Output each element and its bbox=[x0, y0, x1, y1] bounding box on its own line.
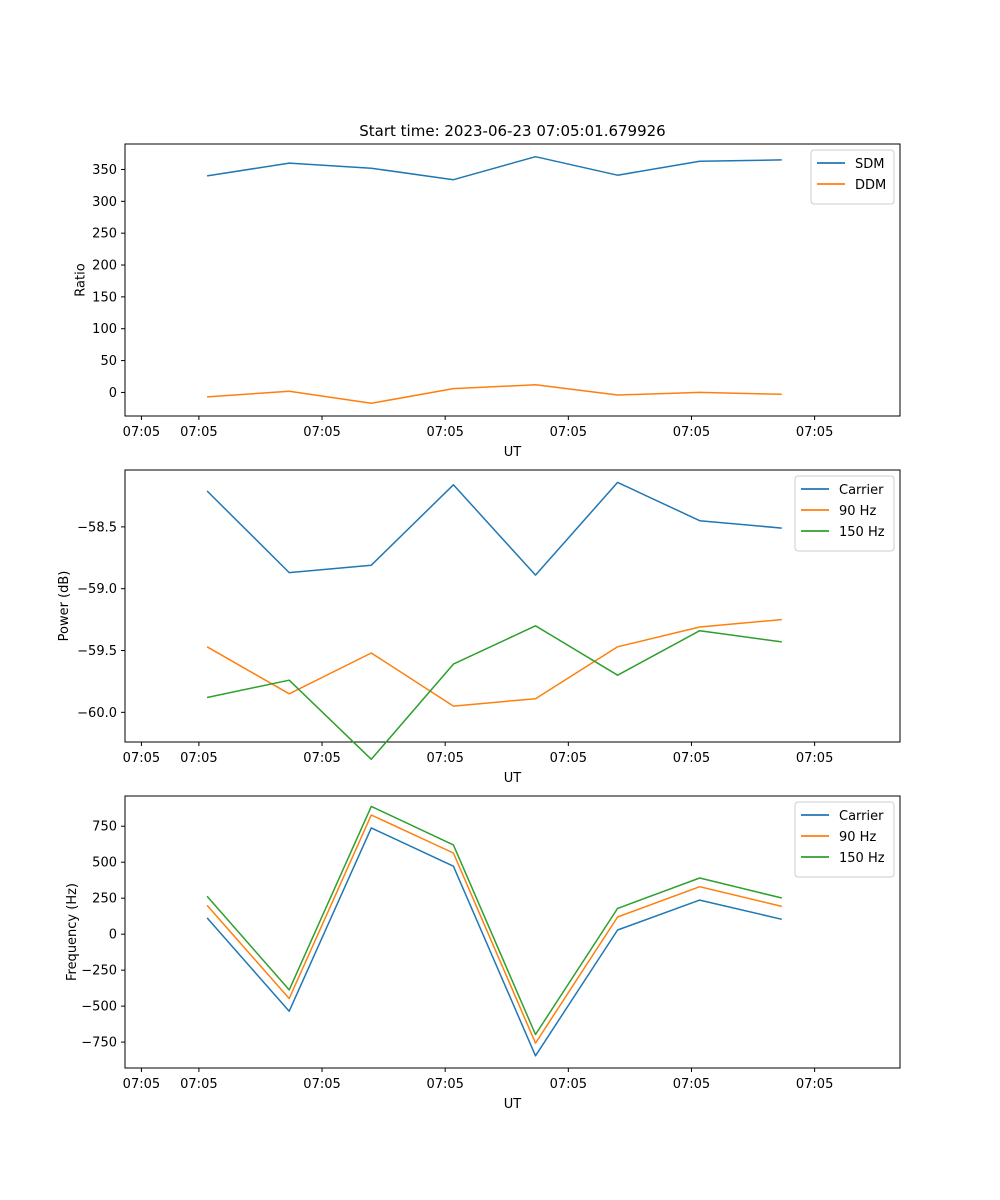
legend-label: SDM bbox=[855, 157, 884, 172]
y-tick-label: 100 bbox=[92, 322, 117, 337]
y-tick-label: 150 bbox=[92, 290, 117, 305]
y-tick-label: 0 bbox=[109, 928, 117, 943]
x-tick-label: 07:05 bbox=[180, 425, 217, 440]
x-tick-label: 07:05 bbox=[673, 751, 710, 766]
y-axis-label: Frequency (Hz) bbox=[65, 883, 80, 981]
series-line-150-hz bbox=[206, 625, 782, 761]
plot-frame bbox=[124, 795, 901, 1069]
series-line-sdm bbox=[206, 155, 782, 181]
x-tick-label: 07:05 bbox=[550, 1077, 587, 1092]
legend-label: 150 Hz bbox=[839, 525, 885, 540]
x-tick-label: 07:05 bbox=[123, 751, 160, 766]
x-tick-label: 07:05 bbox=[426, 425, 463, 440]
legend: Carrier 90 Hz 150 Hz bbox=[794, 475, 895, 552]
legend-box bbox=[794, 801, 895, 878]
legend-label: Carrier bbox=[839, 809, 884, 824]
y-tick-label: −60.0 bbox=[77, 706, 117, 721]
series-line-carrier bbox=[206, 827, 782, 1057]
x-axis-label: UT bbox=[504, 445, 522, 460]
x-tick-label: 07:05 bbox=[796, 1077, 833, 1092]
y-axis-label: Power (dB) bbox=[57, 571, 72, 642]
subplot-2: 07:05 07:05 07:05 07:05 07:05 07:05 07:05 UT −60… bbox=[57, 469, 901, 786]
y-tick-label: −59.0 bbox=[77, 582, 117, 597]
legend-label: Carrier bbox=[839, 483, 884, 498]
y-tick-label: −58.5 bbox=[77, 520, 117, 535]
plot-frame bbox=[124, 469, 901, 743]
y-axis-label: Ratio bbox=[73, 263, 88, 296]
subplot-3: 07:05 07:05 07:05 07:05 07:05 07:05 07:05 UT −75… bbox=[65, 795, 901, 1112]
series-line-90-hz bbox=[206, 814, 782, 1044]
y-tick-label: 750 bbox=[92, 820, 117, 835]
legend-label: 90 Hz bbox=[839, 504, 876, 519]
x-tick-label: 07:05 bbox=[303, 751, 340, 766]
plot-frame bbox=[124, 143, 901, 417]
figure-title: Start time: 2023-06-23 07:05:01.679926 bbox=[359, 122, 665, 140]
x-tick-label: 07:05 bbox=[673, 1077, 710, 1092]
y-tick-label: 500 bbox=[92, 856, 117, 871]
series-line-carrier bbox=[206, 481, 782, 576]
y-tick-label: −750 bbox=[81, 1036, 117, 1051]
legend-label: 150 Hz bbox=[839, 851, 885, 866]
y-tick-label: 200 bbox=[92, 259, 117, 274]
x-tick-label: 07:05 bbox=[123, 1077, 160, 1092]
subplot-1: 07:05 07:05 07:05 07:05 07:05 07:05 07:05 UT 0 50… bbox=[73, 143, 901, 460]
x-tick-label: 07:05 bbox=[673, 425, 710, 440]
x-tick-label: 07:05 bbox=[303, 425, 340, 440]
x-tick-label: 07:05 bbox=[550, 751, 587, 766]
series-line-150-hz bbox=[206, 805, 782, 1036]
x-tick-label: 07:05 bbox=[796, 425, 833, 440]
x-axis-label: UT bbox=[504, 1097, 522, 1112]
x-axis-label: UT bbox=[504, 771, 522, 786]
y-tick-label: 350 bbox=[92, 163, 117, 178]
legend-label: 90 Hz bbox=[839, 830, 876, 845]
series-line-90-hz bbox=[206, 618, 782, 707]
legend-label: DDM bbox=[855, 178, 886, 193]
y-tick-label: −59.5 bbox=[77, 644, 117, 659]
y-tick-label: 250 bbox=[92, 227, 117, 242]
y-tick-label: 50 bbox=[100, 354, 117, 369]
legend-box bbox=[794, 475, 895, 552]
y-tick-label: −250 bbox=[81, 964, 117, 979]
x-tick-label: 07:05 bbox=[180, 751, 217, 766]
x-tick-label: 07:05 bbox=[303, 1077, 340, 1092]
x-tick-label: 07:05 bbox=[426, 1077, 463, 1092]
y-tick-label: 300 bbox=[92, 195, 117, 210]
y-tick-label: 0 bbox=[109, 386, 117, 401]
x-tick-label: 07:05 bbox=[796, 751, 833, 766]
series-line-ddm bbox=[207, 384, 782, 405]
x-tick-label: 07:05 bbox=[550, 425, 587, 440]
y-tick-label: −500 bbox=[81, 1000, 117, 1015]
x-tick-label: 07:05 bbox=[426, 751, 463, 766]
y-tick-label: 250 bbox=[92, 892, 117, 907]
x-tick-label: 07:05 bbox=[123, 425, 160, 440]
legend: Carrier 90 Hz 150 Hz bbox=[794, 801, 895, 878]
x-tick-label: 07:05 bbox=[180, 1077, 217, 1092]
legend: SDM DDM bbox=[810, 149, 895, 205]
